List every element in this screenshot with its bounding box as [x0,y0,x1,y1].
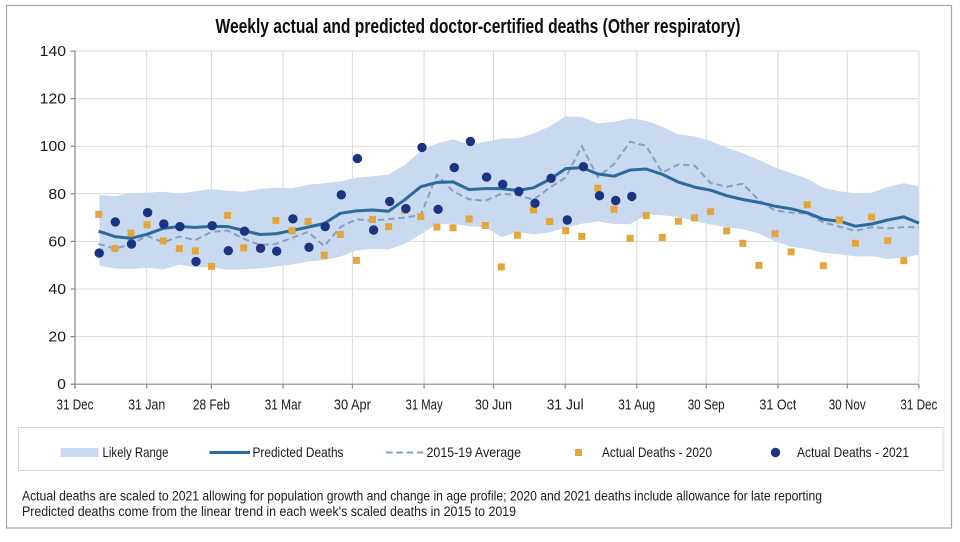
svg-text:30 Jun: 30 Jun [475,397,512,413]
svg-text:Actual Deaths - 2021: Actual Deaths - 2021 [797,444,909,460]
svg-text:31 Jul: 31 Jul [547,397,584,413]
svg-text:120: 120 [40,92,66,108]
svg-text:20: 20 [48,330,66,346]
svg-text:40: 40 [48,282,66,298]
svg-text:30 Sep: 30 Sep [688,397,725,413]
svg-text:Actual Deaths - 2020: Actual Deaths - 2020 [602,444,712,460]
svg-text:0: 0 [57,377,66,393]
svg-text:31 Aug: 31 Aug [618,397,655,413]
svg-text:Weekly actual and predicted do: Weekly actual and predicted doctor-certi… [216,15,741,38]
svg-text:28 Feb: 28 Feb [193,397,230,413]
svg-text:31 May: 31 May [406,397,444,413]
svg-text:80: 80 [48,187,66,203]
svg-text:100: 100 [40,139,66,155]
svg-text:30 Nov: 30 Nov [829,397,867,413]
svg-text:31 Mar: 31 Mar [265,397,302,413]
svg-text:31 Oct: 31 Oct [759,397,796,413]
svg-text:60: 60 [48,234,66,250]
svg-text:31 Jan: 31 Jan [128,397,165,413]
svg-text:30 Apr: 30 Apr [334,397,371,413]
svg-text:Predicted Deaths: Predicted Deaths [253,444,344,460]
svg-text:31 Dec: 31 Dec [900,397,937,413]
svg-text:31 Dec: 31 Dec [57,397,94,413]
svg-text:Predicted deaths come from the: Predicted deaths come from the linear tr… [22,504,516,519]
svg-text:2015-19 Average: 2015-19 Average [427,444,522,460]
svg-text:Actual deaths are scaled to 20: Actual deaths are scaled to 2021 allowin… [22,488,822,503]
svg-text:140: 140 [40,44,66,60]
svg-text:Likely Range: Likely Range [103,444,169,460]
